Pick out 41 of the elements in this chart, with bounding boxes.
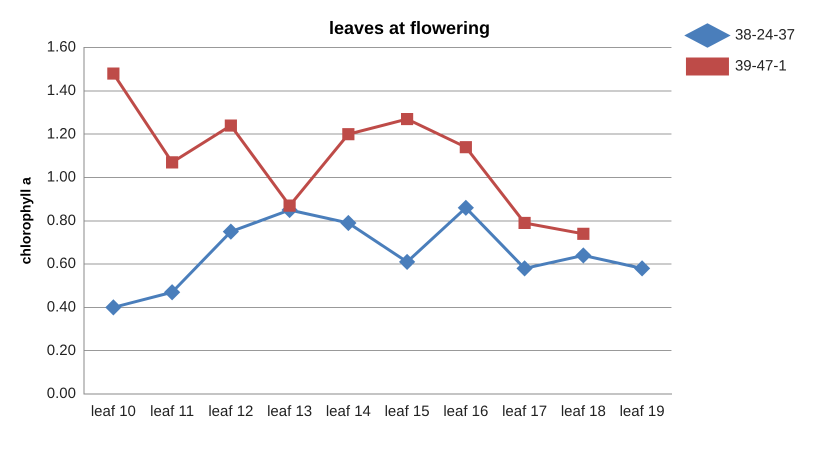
point <box>517 260 532 276</box>
point <box>224 119 237 132</box>
point <box>460 141 472 154</box>
x-tick-label: leaf 18 <box>560 403 606 420</box>
point <box>634 260 650 276</box>
x-tick-label: leaf 14 <box>326 403 371 420</box>
point <box>166 156 178 168</box>
y-tick-label: 0.20 <box>46 342 76 359</box>
point <box>340 215 356 230</box>
point <box>576 248 591 263</box>
point <box>577 228 590 240</box>
y-tick-label: 0.00 <box>46 385 76 402</box>
point <box>106 300 121 315</box>
legend-label: 39-47-1 <box>734 58 787 75</box>
point <box>107 67 120 80</box>
y-tick-label: 0.60 <box>46 255 76 272</box>
x-tick-label: leaf 19 <box>620 403 665 420</box>
y-tick-label: 0.40 <box>46 298 76 316</box>
x-tick-label: leaf 12 <box>208 403 254 420</box>
x-tick-label: leaf 13 <box>267 403 312 420</box>
point <box>400 254 415 270</box>
legend-label: 38-24-37 <box>734 26 796 44</box>
x-tick-label: leaf 16 <box>443 403 488 420</box>
point <box>401 112 414 126</box>
point <box>518 216 531 230</box>
point <box>342 128 354 140</box>
y-tick-label: 1.20 <box>46 125 76 142</box>
y-tick-label: 1.00 <box>46 168 76 186</box>
x-tick-label: leaf 11 <box>150 403 194 420</box>
point <box>458 200 474 216</box>
x-tick-label: leaf 15 <box>384 403 430 420</box>
chart-title: leaves at flowering <box>328 18 490 38</box>
x-tick-label: leaf 10 <box>90 403 136 420</box>
x-tick-label: leaf 17 <box>502 403 548 420</box>
y-tick-label: 0.80 <box>46 212 76 229</box>
y-axis-title: chlorophyll a <box>17 177 34 264</box>
point <box>164 284 180 300</box>
point <box>223 224 238 240</box>
y-tick-label: 1.40 <box>46 82 76 100</box>
y-tick-label: 1.60 <box>46 38 76 56</box>
point <box>284 200 296 212</box>
